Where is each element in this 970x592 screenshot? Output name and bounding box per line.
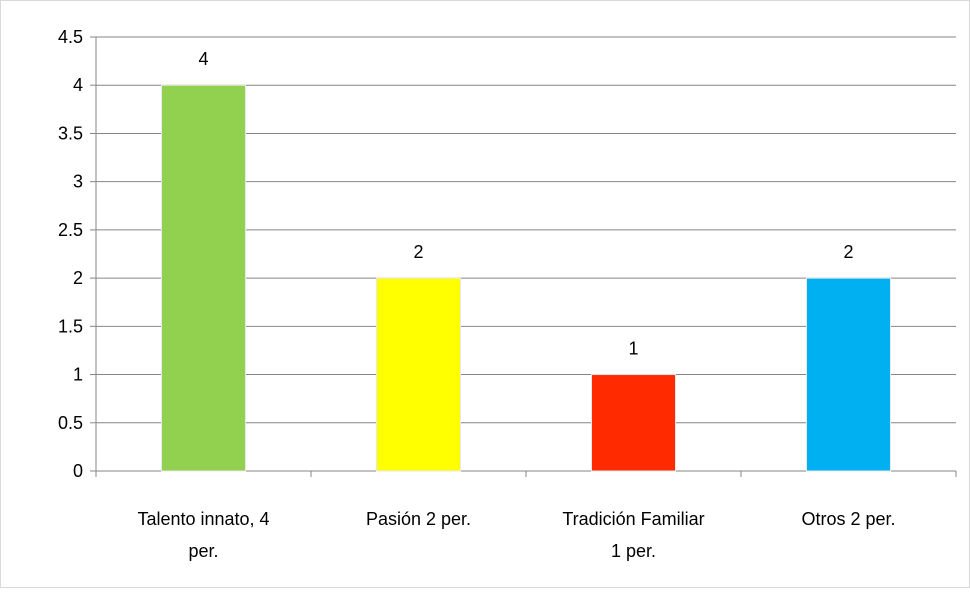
x-tick-labels: Talento innato, 4 per. Pasión 2 per. Tradic… (137, 509, 895, 561)
y-tick-label: 1.5 (58, 316, 83, 336)
x-tick-label: Otros 2 per. (801, 509, 895, 529)
x-tick-label: Talento innato, 4 (137, 509, 269, 529)
y-tick-label: 4 (73, 75, 83, 95)
y-tick-labels: 0 0.5 1 1.5 2 2.5 3 3.5 4 4.5 (58, 27, 83, 481)
bar (161, 84, 246, 472)
x-tick-label: Pasión 2 per. (366, 509, 471, 529)
y-tick-label: 2.5 (58, 220, 83, 240)
y-tick-label: 2 (73, 268, 83, 288)
x-tick-label: per. (188, 541, 218, 561)
y-tick-label: 3.5 (58, 123, 83, 143)
bar (591, 374, 676, 472)
bars (161, 84, 891, 472)
y-tick-label: 3 (73, 172, 83, 192)
y-tick-label: 0.5 (58, 413, 83, 433)
data-label: 2 (413, 242, 423, 262)
y-tick-label: 1 (73, 365, 83, 385)
x-tick-label: 1 per. (611, 541, 656, 561)
x-tick-label: Tradición Familiar (562, 509, 704, 529)
data-label: 1 (628, 339, 638, 359)
data-label: 2 (843, 242, 853, 262)
data-labels: 4 2 1 2 (198, 49, 853, 358)
data-label: 4 (198, 49, 208, 69)
y-tick-label: 4.5 (58, 27, 83, 47)
y-tick-label: 0 (73, 461, 83, 481)
bar (806, 277, 891, 472)
bar (376, 277, 461, 472)
